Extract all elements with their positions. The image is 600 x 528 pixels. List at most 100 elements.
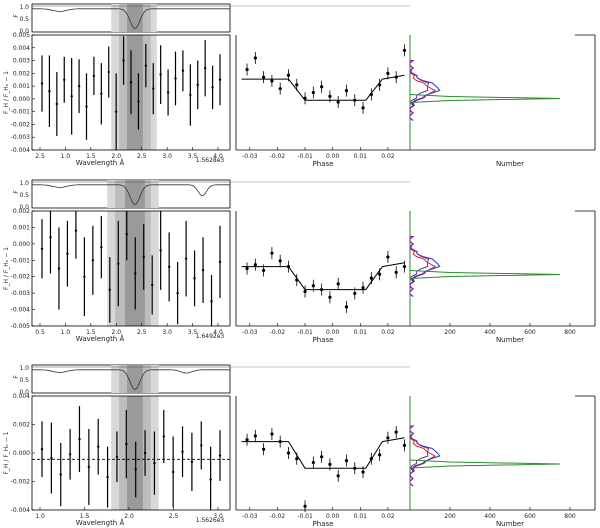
x-tick-label: 0.5 — [35, 329, 45, 336]
inset-line — [32, 369, 230, 390]
lc-point — [378, 453, 382, 457]
transit-model — [241, 437, 405, 469]
data-point — [63, 78, 66, 81]
lc-point — [378, 83, 382, 87]
y-axis-label: F_H / F_Hₒ − 1 — [3, 71, 10, 114]
data-point — [137, 100, 140, 103]
x-tick-label: 1.5 — [80, 513, 90, 520]
lc-x-tick-label: -0.01 — [297, 153, 313, 160]
hist-curve — [409, 425, 437, 487]
data-point — [211, 86, 214, 89]
lc-x-tick-label: -0.01 — [297, 329, 313, 336]
data-point — [129, 81, 133, 84]
y-tick-label: 0.002 — [13, 208, 30, 215]
lc-x-tick-label: 0.02 — [381, 153, 395, 160]
lc-point — [336, 282, 340, 286]
x-tick-label: 1.0 — [61, 153, 71, 160]
hist-green — [409, 459, 561, 469]
data-point — [184, 257, 188, 260]
lc-x-tick-label: 0.00 — [326, 329, 340, 336]
offset-label: 1.5626e3 — [196, 517, 225, 524]
x-tick-label: 1.0 — [35, 513, 45, 520]
inset-band — [125, 180, 145, 208]
hist-x-tick-label: 200 — [444, 513, 456, 520]
y-tick-label: 0.000 — [13, 96, 30, 103]
data-point — [218, 260, 222, 264]
data-point — [77, 84, 81, 88]
lc-point — [311, 284, 315, 288]
lc-point — [402, 264, 407, 269]
y-tick-label: 0.002 — [13, 70, 30, 77]
data-point — [190, 460, 194, 464]
x-tick-label: 2.5 — [169, 513, 179, 520]
lc-point — [295, 457, 299, 461]
data-point — [159, 249, 162, 252]
lc-point — [286, 451, 291, 455]
y-tick-label: -0.005 — [11, 323, 31, 330]
hist-x-axis-label: Number — [496, 336, 524, 344]
lc-x-tick-label: 0.02 — [381, 329, 395, 336]
lc-point — [278, 87, 282, 91]
y-tick-label: -0.002 — [11, 121, 31, 128]
absorption-band — [127, 396, 143, 510]
lc-point — [270, 79, 274, 83]
data-point — [174, 77, 177, 80]
lc-point — [286, 73, 291, 77]
lc-x-tick-label: -0.02 — [270, 513, 286, 520]
data-point — [106, 475, 109, 479]
data-point — [59, 473, 62, 476]
transit-model — [241, 262, 405, 291]
lc-point — [253, 263, 257, 267]
transit-model — [241, 74, 405, 101]
lc-point — [245, 438, 249, 442]
data-point — [40, 247, 44, 250]
spectrum-axes — [31, 34, 231, 151]
lc-point — [262, 268, 266, 273]
lc-x-axis-label: Phase — [313, 336, 334, 344]
lc-x-tick-label: -0.01 — [297, 513, 313, 520]
hist-x-tick-label: 400 — [484, 513, 496, 520]
y-axis-label: F_H / F_Hₒ − 1 — [3, 431, 10, 474]
data-point — [201, 268, 205, 272]
lc-point — [378, 272, 382, 276]
data-point — [189, 93, 192, 97]
hist-x-tick-label: 800 — [564, 513, 576, 520]
y-tick-label: -0.003 — [11, 290, 31, 297]
lc-point — [270, 432, 274, 436]
lc-point — [303, 289, 307, 294]
data-point — [166, 91, 170, 94]
lc-x-tick-label: 0.01 — [354, 329, 368, 336]
data-point — [85, 105, 88, 108]
lc-point — [253, 434, 257, 438]
hist-x-axis-label: Number — [496, 520, 524, 528]
hist-x-tick-label: 600 — [524, 513, 536, 520]
lc-point — [344, 88, 349, 93]
y-tick-label: 0.000 — [13, 241, 30, 248]
data-point — [57, 267, 61, 270]
lc-point — [262, 75, 266, 79]
lc-point — [386, 436, 390, 440]
lc-x-tick-label: 0.01 — [354, 153, 368, 160]
data-point — [50, 456, 53, 460]
lc-point — [278, 259, 282, 263]
x-tick-label: 3.5 — [188, 153, 198, 160]
inset-tick-label: 0.5 — [19, 377, 29, 384]
data-point — [97, 445, 100, 448]
x-axis-label: Wavelength Å — [76, 158, 125, 167]
data-point — [152, 87, 155, 90]
data-point — [176, 291, 179, 295]
data-point — [218, 78, 222, 81]
data-point — [134, 272, 137, 275]
inset-tick-label: 0.5 — [19, 192, 29, 199]
x-tick-label: 2.5 — [137, 153, 147, 160]
x-tick-label: 1.5 — [86, 329, 96, 336]
lc-x-tick-label: -0.03 — [242, 329, 258, 336]
lc-point — [369, 276, 373, 280]
inset-tick-label: 0.0 — [19, 389, 29, 396]
y-tick-label: 0.000 — [13, 450, 30, 457]
lc-point — [369, 92, 373, 97]
data-point — [40, 448, 44, 451]
lc-point — [386, 71, 390, 75]
data-point — [122, 59, 125, 62]
